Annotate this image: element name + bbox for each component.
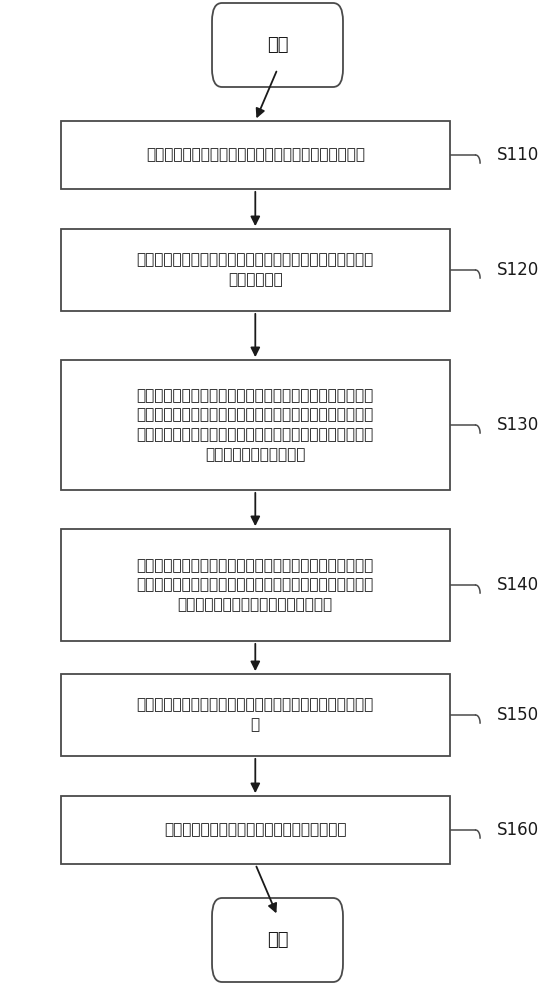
FancyBboxPatch shape: [61, 121, 450, 189]
FancyBboxPatch shape: [61, 529, 450, 641]
Text: 计算所述最终特征点对的坐标变化均值为生物组织位移估计
值: 计算所述最终特征点对的坐标变化均值为生物组织位移估计 值: [137, 698, 374, 732]
Text: 根据最小距离准则，将所述压缩前的初始特征点与所述压缩
后的初始特征点进行匹配，将匹配成功的点对作为最终特征
点对，并记录所述最终特征点对的坐标: 根据最小距离准则，将所述压缩前的初始特征点与所述压缩 后的初始特征点进行匹配，将…: [137, 558, 374, 612]
FancyBboxPatch shape: [61, 229, 450, 311]
Text: S150: S150: [497, 706, 539, 724]
Text: 根据所述生物组织位移估计值生成应变分布图: 根据所述生物组织位移估计值生成应变分布图: [164, 822, 346, 838]
Text: 采集生物组织在压缩前和压缩后的超声波射频回波信号: 采集生物组织在压缩前和压缩后的超声波射频回波信号: [146, 147, 365, 162]
Text: S160: S160: [497, 821, 539, 839]
Text: S120: S120: [497, 261, 539, 279]
FancyBboxPatch shape: [61, 360, 450, 490]
Text: 结束: 结束: [267, 931, 288, 949]
Text: S140: S140: [497, 576, 539, 594]
FancyBboxPatch shape: [212, 898, 343, 982]
Text: S130: S130: [497, 416, 539, 434]
Text: 搜索所述高斯差分信号空间的极值点，根据极值点的坐标，
从所述压缩前和压缩后的超声波射频回波信号中提取与所述
极值点的坐标对应的初始特征点，得到压缩前的初始特征点: 搜索所述高斯差分信号空间的极值点，根据极值点的坐标， 从所述压缩前和压缩后的超声…: [137, 388, 374, 462]
Text: 根据所述压缩前和压缩后的超声波射频回波信号，建立高斯
差分信号空间: 根据所述压缩前和压缩后的超声波射频回波信号，建立高斯 差分信号空间: [137, 253, 374, 287]
Text: S110: S110: [497, 146, 539, 164]
FancyBboxPatch shape: [212, 3, 343, 87]
FancyBboxPatch shape: [61, 796, 450, 864]
FancyBboxPatch shape: [61, 674, 450, 756]
Text: 开始: 开始: [267, 36, 288, 54]
